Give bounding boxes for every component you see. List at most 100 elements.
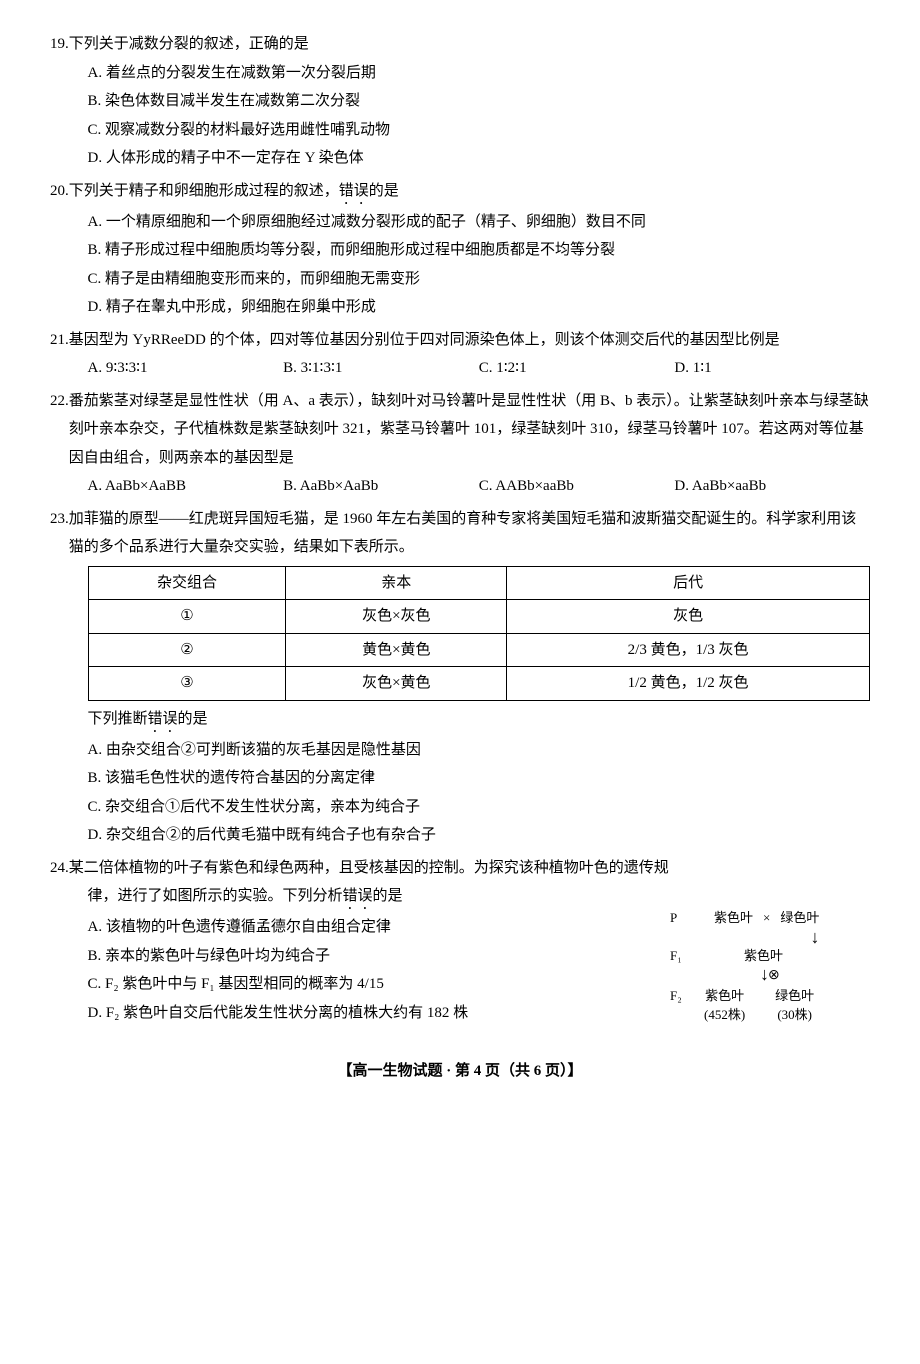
cell: ③ bbox=[88, 667, 286, 701]
q24-option-d: D. F₂ 紫色叶自交后代能发生性状分离的植株大约有 182 株 bbox=[88, 999, 651, 1028]
q24-left: 律，进行了如图所示的实验。下列分析错误的是 A. 该植物的叶色遗传遵循孟德尔自由… bbox=[50, 882, 650, 1027]
f2-green-count: (30株) bbox=[775, 1005, 814, 1025]
q22-stem: 22. 番茄紫茎对绿茎是显性性状（用 A、a 表示），缺刻叶对马铃薯叶是显性性状… bbox=[50, 387, 870, 473]
q23-table: 杂交组合 亲本 后代 ① 灰色×灰色 灰色 ② 黄色×黄色 2/3 黄色，1/3… bbox=[88, 566, 871, 701]
q23-sub-pre: 下列推断 bbox=[88, 711, 148, 727]
label-f2: F₂ bbox=[670, 986, 694, 1025]
q21-option-b: B. 3∶1∶3∶1 bbox=[283, 354, 479, 383]
q21-stem: 21. 基因型为 YyRReeDD 的个体，四对等位基因分别位于四对同源染色体上… bbox=[50, 326, 870, 355]
q19-option-a: A. 着丝点的分裂发生在减数第一次分裂后期 bbox=[88, 59, 871, 88]
q24-option-c: C. F₂ 紫色叶中与 F₁ 基因型相同的概率为 4/15 bbox=[88, 970, 651, 999]
p-purple: 紫色叶 bbox=[714, 908, 753, 928]
q20-options: A. 一个精原细胞和一个卵原细胞经过减数分裂形成的配子（精子、卵细胞）数目不同 … bbox=[50, 208, 870, 322]
q21-text: 基因型为 YyRReeDD 的个体，四对等位基因分别位于四对同源染色体上，则该个… bbox=[69, 326, 870, 355]
q19-text: 下列关于减数分裂的叙述，正确的是 bbox=[69, 30, 870, 59]
cell: 灰色×灰色 bbox=[286, 600, 507, 634]
f2-purple: 紫色叶 bbox=[704, 986, 745, 1006]
q21-option-c: C. 1∶2∶1 bbox=[479, 354, 675, 383]
q23-sub-err: 错误 bbox=[148, 711, 178, 727]
page-footer: 【高一生物试题 · 第 4 页（共 6 页）】 bbox=[50, 1057, 870, 1086]
q24-diagram: P 紫色叶 × 绿色叶 ↓ F₁ 紫色叶 ↓⊗ F₂ 紫色叶 (452株) 绿 bbox=[670, 882, 870, 1027]
q22-option-d: D. AaBb×aaBb bbox=[674, 472, 870, 501]
table-header-row: 杂交组合 亲本 后代 bbox=[88, 566, 870, 600]
q21-option-a: A. 9∶3∶3∶1 bbox=[88, 354, 284, 383]
q22-options: A. AaBb×AaBB B. AaBb×AaBb C. AABb×aaBb D… bbox=[50, 472, 870, 501]
q23-option-b: B. 该猫毛色性状的遗传符合基因的分离定律 bbox=[88, 764, 871, 793]
q21-number: 21. bbox=[50, 326, 69, 355]
f2-purple-col: 紫色叶 (452株) bbox=[704, 986, 745, 1025]
question-20: 20. 下列关于精子和卵细胞形成过程的叙述，错误的是 A. 一个精原细胞和一个卵… bbox=[50, 177, 870, 322]
q20-text: 下列关于精子和卵细胞形成过程的叙述，错误的是 bbox=[69, 177, 870, 208]
question-19: 19. 下列关于减数分裂的叙述，正确的是 A. 着丝点的分裂发生在减数第一次分裂… bbox=[50, 30, 870, 173]
diagram-f1-row: F₁ 紫色叶 bbox=[670, 946, 870, 966]
q19-number: 19. bbox=[50, 30, 69, 59]
q20-text-pre: 下列关于精子和卵细胞形成过程的叙述， bbox=[69, 183, 339, 199]
question-23: 23. 加菲猫的原型——红虎斑异国短毛猫，是 1960 年左右美国的育种专家将美… bbox=[50, 505, 870, 850]
q20-text-post: 的是 bbox=[369, 183, 399, 199]
cell: 1/2 黄色，1/2 灰色 bbox=[507, 667, 870, 701]
th-parent: 亲本 bbox=[286, 566, 507, 600]
table-row: ① 灰色×灰色 灰色 bbox=[88, 600, 870, 634]
q24-options: A. 该植物的叶色遗传遵循孟德尔自由组合定律 B. 亲本的紫色叶与绿色叶均为纯合… bbox=[50, 913, 650, 1027]
q19-option-c: C. 观察减数分裂的材料最好选用雌性哺乳动物 bbox=[88, 116, 871, 145]
q23-options: A. 由杂交组合②可判断该猫的灰毛基因是隐性基因 B. 该猫毛色性状的遗传符合基… bbox=[50, 736, 870, 850]
q20-option-a: A. 一个精原细胞和一个卵原细胞经过减数分裂形成的配子（精子、卵细胞）数目不同 bbox=[88, 208, 871, 237]
question-24: 24. 某二倍体植物的叶子有紫色和绿色两种，且受核基因的控制。为探究该种植物叶色… bbox=[50, 854, 870, 1028]
q21-option-d: D. 1∶1 bbox=[674, 354, 870, 383]
q24-body: 律，进行了如图所示的实验。下列分析错误的是 A. 该植物的叶色遗传遵循孟德尔自由… bbox=[50, 882, 870, 1027]
q24-stem-line2: 律，进行了如图所示的实验。下列分析错误的是 bbox=[50, 882, 650, 913]
f2-green-col: 绿色叶 (30株) bbox=[775, 986, 814, 1025]
q23-substem: 下列推断错误的是 bbox=[50, 705, 870, 736]
q20-text-err: 错误 bbox=[339, 183, 369, 199]
q24-text2-pre: 律，进行了如图所示的实验。下列分析 bbox=[88, 888, 343, 904]
q24-text2-post: 的是 bbox=[373, 888, 403, 904]
q23-number: 23. bbox=[50, 505, 69, 562]
q23-text: 加菲猫的原型——红虎斑异国短毛猫，是 1960 年左右美国的育种专家将美国短毛猫… bbox=[69, 505, 870, 562]
question-21: 21. 基因型为 YyRReeDD 的个体，四对等位基因分别位于四对同源染色体上… bbox=[50, 326, 870, 383]
self-symbol: ⊗ bbox=[768, 969, 780, 983]
th-offspring: 后代 bbox=[507, 566, 870, 600]
f1-purple: 紫色叶 bbox=[744, 946, 783, 966]
q22-text: 番茄紫茎对绿茎是显性性状（用 A、a 表示），缺刻叶对马铃薯叶是显性性状（用 B… bbox=[69, 387, 870, 473]
q23-option-d: D. 杂交组合②的后代黄毛猫中既有纯合子也有杂合子 bbox=[88, 821, 871, 850]
q24-text2-err: 错误 bbox=[343, 888, 373, 904]
self-cross-icon: ↓⊗ bbox=[760, 965, 769, 983]
label-f1: F₁ bbox=[670, 946, 694, 966]
q22-option-a: A. AaBb×AaBB bbox=[88, 472, 284, 501]
cell: 灰色 bbox=[507, 600, 870, 634]
p-green: 绿色叶 bbox=[780, 908, 819, 928]
q19-options: A. 着丝点的分裂发生在减数第一次分裂后期 B. 染色体数目减半发生在减数第二次… bbox=[50, 59, 870, 173]
f2-green: 绿色叶 bbox=[775, 986, 814, 1006]
q20-option-d: D. 精子在睾丸中形成，卵细胞在卵巢中形成 bbox=[88, 293, 871, 322]
cell: ① bbox=[88, 600, 286, 634]
q23-table-wrap: 杂交组合 亲本 后代 ① 灰色×灰色 灰色 ② 黄色×黄色 2/3 黄色，1/3… bbox=[50, 566, 870, 701]
q23-sub-post: 的是 bbox=[178, 711, 208, 727]
q21-options: A. 9∶3∶3∶1 B. 3∶1∶3∶1 C. 1∶2∶1 D. 1∶1 bbox=[50, 354, 870, 383]
arrow-down-icon: ↓ bbox=[760, 928, 870, 946]
q20-number: 20. bbox=[50, 177, 69, 208]
q20-stem: 20. 下列关于精子和卵细胞形成过程的叙述，错误的是 bbox=[50, 177, 870, 208]
q23-stem: 23. 加菲猫的原型——红虎斑异国短毛猫，是 1960 年左右美国的育种专家将美… bbox=[50, 505, 870, 562]
q22-number: 22. bbox=[50, 387, 69, 473]
label-p: P bbox=[670, 908, 694, 928]
q22-option-c: C. AABb×aaBb bbox=[479, 472, 675, 501]
q24-option-a: A. 该植物的叶色遗传遵循孟德尔自由组合定律 bbox=[88, 913, 651, 942]
th-combo: 杂交组合 bbox=[88, 566, 286, 600]
q24-option-b: B. 亲本的紫色叶与绿色叶均为纯合子 bbox=[88, 942, 651, 971]
q23-option-a: A. 由杂交组合②可判断该猫的灰毛基因是隐性基因 bbox=[88, 736, 871, 765]
q24-text1: 某二倍体植物的叶子有紫色和绿色两种，且受核基因的控制。为探究该种植物叶色的遗传规 bbox=[69, 854, 870, 883]
f2-purple-count: (452株) bbox=[704, 1005, 745, 1025]
cell: 黄色×黄色 bbox=[286, 633, 507, 667]
q19-option-d: D. 人体形成的精子中不一定存在 Y 染色体 bbox=[88, 144, 871, 173]
q23-option-c: C. 杂交组合①后代不发生性状分离，亲本为纯合子 bbox=[88, 793, 871, 822]
cell: 灰色×黄色 bbox=[286, 667, 507, 701]
q20-option-c: C. 精子是由精细胞变形而来的，而卵细胞无需变形 bbox=[88, 265, 871, 294]
question-22: 22. 番茄紫茎对绿茎是显性性状（用 A、a 表示），缺刻叶对马铃薯叶是显性性状… bbox=[50, 387, 870, 501]
q19-stem: 19. 下列关于减数分裂的叙述，正确的是 bbox=[50, 30, 870, 59]
q24-number: 24. bbox=[50, 854, 69, 883]
diagram-f2-row: F₂ 紫色叶 (452株) 绿色叶 (30株) bbox=[670, 986, 870, 1025]
q22-option-b: B. AaBb×AaBb bbox=[283, 472, 479, 501]
diagram-p-row: P 紫色叶 × 绿色叶 bbox=[670, 908, 870, 928]
q20-option-b: B. 精子形成过程中细胞质均等分裂，而卵细胞形成过程中细胞质都是不均等分裂 bbox=[88, 236, 871, 265]
table-row: ③ 灰色×黄色 1/2 黄色，1/2 灰色 bbox=[88, 667, 870, 701]
